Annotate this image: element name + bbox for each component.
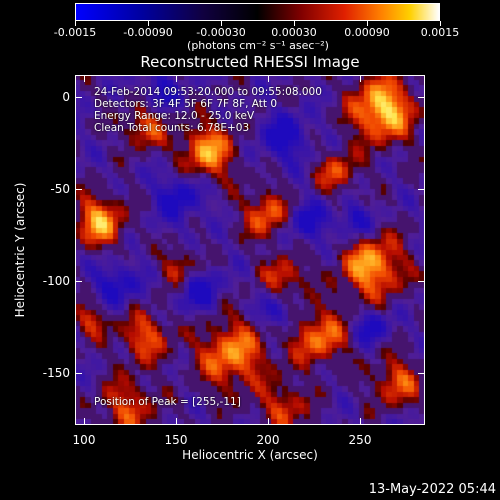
- y-tick-label: -50: [50, 182, 70, 196]
- energy-range-text: Energy Range: 12.0 - 25.0 keV: [94, 110, 255, 122]
- colorbar-tick: [294, 21, 295, 26]
- y-tick: [75, 281, 82, 282]
- y-tick-label: -100: [42, 274, 70, 288]
- colorbar-tick-label: 0.0015: [420, 26, 460, 39]
- image-plot: [75, 75, 425, 425]
- x-tick: [176, 75, 177, 82]
- y-tick: [418, 281, 425, 282]
- rhessi-heatmap: [75, 75, 425, 425]
- x-tick: [360, 418, 361, 425]
- y-tick: [418, 97, 425, 98]
- y-tick: [418, 373, 425, 374]
- y-tick: [75, 97, 82, 98]
- x-tick-label: 100: [72, 433, 96, 447]
- colorbar-unit-label: (photons cm⁻² s⁻¹ asec⁻²): [187, 39, 329, 52]
- colorbar: [75, 3, 440, 21]
- y-tick: [75, 373, 82, 374]
- colorbar-tick-label: 0.00090: [344, 26, 390, 39]
- x-tick-label: 200: [256, 433, 280, 447]
- timestamp-footer: 13-May-2022 05:44: [368, 482, 496, 497]
- x-axis-label: Heliocentric X (arcsec): [182, 448, 318, 462]
- colorbar-tick-label: -0.0015: [53, 26, 97, 39]
- y-tick-label: -150: [42, 366, 70, 380]
- x-tick: [176, 418, 177, 425]
- y-tick: [75, 189, 82, 190]
- x-tick: [268, 418, 269, 425]
- colorbar-tick: [75, 21, 76, 26]
- peak-position-text: Position of Peak = [255,-11]: [94, 396, 241, 408]
- colorbar-tick: [221, 21, 222, 26]
- y-tick-label: 0: [62, 90, 70, 104]
- colorbar-tick: [440, 21, 441, 26]
- colorbar-tick: [148, 21, 149, 26]
- plot-title: Reconstructed RHESSI Image: [140, 53, 360, 71]
- detectors-text: Detectors: 3F 4F 5F 6F 7F 8F, Att 0: [94, 98, 278, 110]
- x-tick-label: 250: [348, 433, 372, 447]
- y-axis-label: Heliocentric Y (arcsec): [13, 182, 27, 318]
- x-tick-label: 150: [164, 433, 188, 447]
- clean-counts-text: Clean Total counts: 6.78E+03: [94, 122, 250, 134]
- x-tick: [84, 418, 85, 425]
- x-tick: [360, 75, 361, 82]
- x-tick: [268, 75, 269, 82]
- colorbar-tick-label: -0.00030: [196, 26, 246, 39]
- colorbar-tick-label: -0.00090: [123, 26, 173, 39]
- colorbar-tick: [367, 21, 368, 26]
- x-tick: [84, 75, 85, 82]
- time-range-text: 24-Feb-2014 09:53:20.000 to 09:55:08.000: [94, 86, 322, 98]
- colorbar-tick-label: 0.00030: [271, 26, 317, 39]
- y-tick: [418, 189, 425, 190]
